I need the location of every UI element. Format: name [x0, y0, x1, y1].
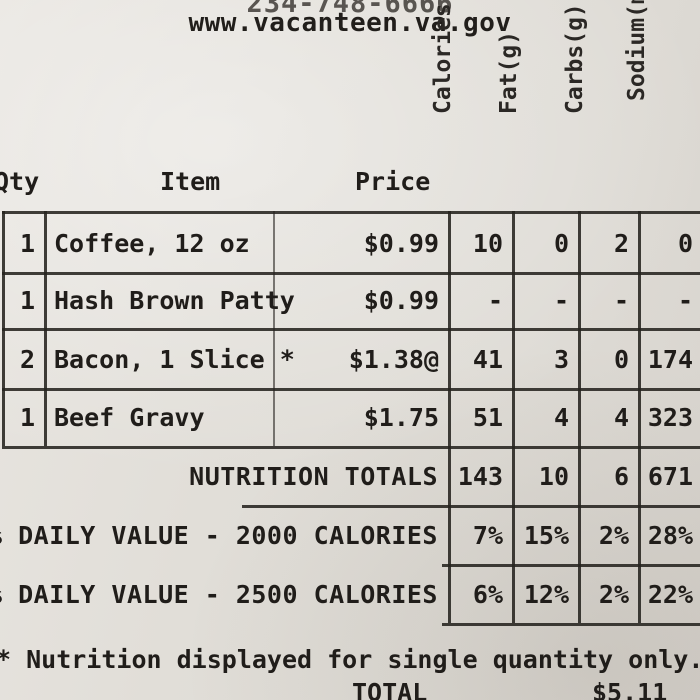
summary-label: % DAILY VALUE - 2500 CALORIES [0, 580, 438, 609]
column-header-sodium: Sodium(mg) [624, 0, 650, 101]
item-name: Hash Brown Patty [54, 285, 295, 315]
column-header-carbs: Carbs(g) [562, 3, 588, 114]
summary-sodium: 671 [647, 462, 693, 491]
item-name: Bacon, 1 Slice * [54, 344, 295, 374]
table-divider-fat [578, 211, 581, 623]
item-carbs: 4 [613, 402, 629, 432]
summary-carbs: 2% [598, 521, 629, 550]
item-price: $0.99 [363, 228, 439, 258]
summary-fat: 15% [523, 521, 569, 550]
summary-sodium: 22% [647, 580, 693, 609]
table-border-left [2, 211, 5, 446]
table-rule-top [2, 211, 700, 214]
nutrition-footnote: * Nutrition displayed for single quantit… [0, 645, 700, 674]
table-divider-carbs [638, 211, 641, 623]
item-calories: 51 [472, 402, 503, 432]
table-rule-row4 [2, 446, 700, 449]
item-price: $1.75 [363, 402, 439, 432]
column-header-fat: Fat(g) [496, 30, 522, 114]
summary-fat: 10 [538, 462, 569, 491]
table-rule-row3 [2, 388, 700, 391]
table-rule-row1 [2, 272, 700, 275]
table-rule-totals [242, 505, 700, 508]
summary-carbs: 2% [598, 580, 629, 609]
item-fat: 4 [553, 402, 569, 432]
summary-sodium: 28% [647, 521, 693, 550]
item-sodium: 323 [647, 402, 693, 432]
total-amount: $5.11 [592, 678, 668, 700]
column-header-price: Price [355, 167, 431, 196]
item-calories: 41 [472, 344, 503, 374]
summary-calories: 6% [472, 580, 503, 609]
item-fat: 3 [553, 344, 569, 374]
table-rule-dv2000 [442, 564, 700, 567]
table-divider-qty [44, 211, 47, 446]
item-calories: - [487, 285, 503, 315]
item-qty: 2 [19, 344, 35, 374]
item-price: $0.99 [363, 285, 439, 315]
item-calories: 10 [472, 228, 503, 258]
summary-label: NUTRITION TOTALS [189, 462, 438, 491]
item-price: $1.38@ [348, 344, 439, 374]
item-carbs: 2 [613, 228, 629, 258]
summary-carbs: 6 [613, 462, 629, 491]
item-sodium: - [677, 285, 693, 315]
item-qty: 1 [19, 402, 35, 432]
total-label: TOTAL [352, 678, 428, 700]
item-fat: - [553, 285, 569, 315]
store-website: www.vacanteen.va.gov [188, 8, 512, 38]
summary-label: % DAILY VALUE - 2000 CALORIES [0, 521, 438, 550]
table-rule-bottom [442, 623, 700, 626]
item-carbs: - [613, 285, 629, 315]
item-name: Coffee, 12 oz [54, 228, 250, 258]
summary-fat: 12% [523, 580, 569, 609]
item-qty: 1 [19, 285, 35, 315]
table-divider-price [448, 211, 451, 623]
table-divider-calories [512, 211, 515, 623]
table-rule-row2 [2, 328, 700, 331]
item-qty: 1 [19, 228, 35, 258]
item-sodium: 174 [647, 344, 693, 374]
column-header-qty: Qty [0, 167, 40, 196]
item-sodium: 0 [677, 228, 693, 258]
summary-calories: 143 [457, 462, 503, 491]
store-phone-number: 234-748-6666 [246, 0, 454, 19]
table-divider-item [273, 211, 275, 446]
column-header-item: Item [160, 167, 221, 196]
column-header-calories: Calories [430, 3, 456, 114]
nutrition-table: 1 Coffee, 12 oz $0.99 10 0 2 0 1 Hash Br… [0, 211, 700, 630]
item-fat: 0 [553, 228, 569, 258]
item-name: Beef Gravy [54, 402, 205, 432]
summary-calories: 7% [472, 521, 503, 550]
item-carbs: 0 [613, 344, 629, 374]
